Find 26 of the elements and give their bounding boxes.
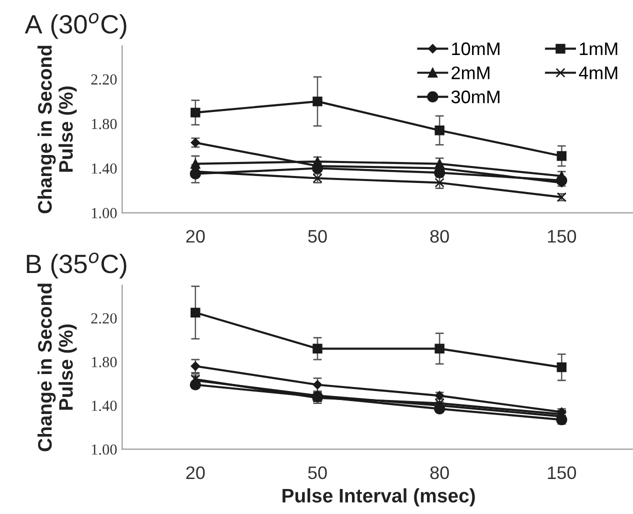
x-tick-label: 80 (430, 230, 449, 243)
y-tick-label: 1.80 (92, 356, 117, 368)
y-tick-label: 2.20 (91, 74, 117, 85)
legend-label: 1mM (580, 42, 618, 56)
legend-label: 30mM (451, 90, 500, 104)
legend-label: 2mM (452, 66, 490, 80)
chart-title: B (35$^{o}$C) (26, 252, 126, 278)
y-tick-label: 1.80 (92, 118, 117, 130)
x-tick-label: 20 (186, 466, 205, 480)
legend-label: 10mM (452, 42, 500, 56)
x-tick-label: 150 (548, 230, 576, 243)
y-tick-label: 1.40 (92, 400, 117, 412)
chart-title: A (30$^{o}$C) (24, 12, 126, 39)
y-axis-title: Change in Second Pulse (%) (38, 284, 77, 452)
y-tick-label: 1.00 (92, 208, 117, 218)
x-tick-label: 150 (548, 466, 576, 480)
x-axis-title: Pulse Interval (msec) (282, 488, 475, 506)
x-tick-label: 50 (308, 466, 327, 480)
x-tick-label: 20 (186, 230, 205, 243)
y-axis-title: Change in Second Pulse (%) (38, 46, 77, 214)
legend-label: 4mM (578, 66, 618, 80)
y-tick-label: 1.40 (92, 163, 117, 174)
y-tick-label: 2.20 (91, 313, 117, 324)
x-tick-label: 50 (308, 230, 327, 243)
y-tick-label: 1.00 (92, 444, 117, 455)
x-tick-label: 80 (430, 466, 449, 480)
